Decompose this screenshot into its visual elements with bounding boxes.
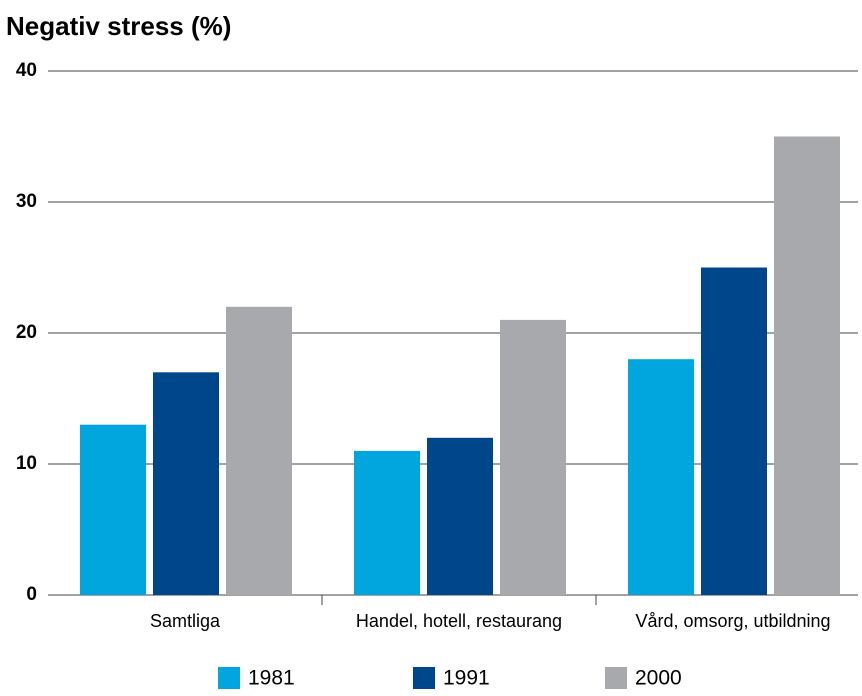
bar xyxy=(153,372,219,595)
bar xyxy=(500,319,566,595)
bar xyxy=(226,306,292,595)
y-tick-label: 20 xyxy=(16,322,37,343)
legend-label: 1991 xyxy=(443,667,490,690)
bar xyxy=(628,359,694,595)
y-tick-label: 40 xyxy=(16,60,37,81)
y-tick-label: 10 xyxy=(16,453,37,474)
bar xyxy=(701,267,767,595)
legend-swatch xyxy=(605,667,627,689)
x-tick-label: Vård, omsorg, utbildning xyxy=(635,611,830,631)
chart-title: Negativ stress (%) xyxy=(6,11,231,41)
bar xyxy=(354,450,420,595)
legend-swatch xyxy=(413,667,435,689)
x-tick-label: Samtliga xyxy=(150,611,221,631)
y-tick-label: 0 xyxy=(26,584,37,605)
legend-swatch xyxy=(218,667,240,689)
legend-label: 2000 xyxy=(635,667,682,690)
bar xyxy=(80,424,146,595)
bar xyxy=(774,136,840,595)
bar xyxy=(427,437,493,595)
x-tick-label: Handel, hotell, restaurang xyxy=(356,611,562,631)
legend-label: 1981 xyxy=(248,667,295,690)
y-tick-label: 30 xyxy=(16,191,37,212)
